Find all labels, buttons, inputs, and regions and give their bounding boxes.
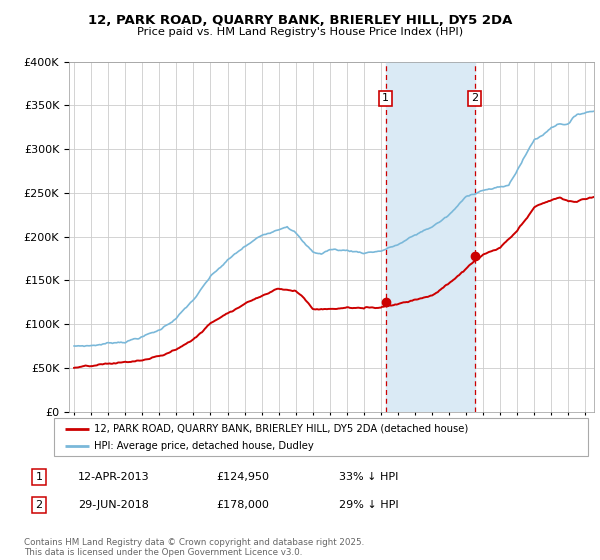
Text: Price paid vs. HM Land Registry's House Price Index (HPI): Price paid vs. HM Land Registry's House …: [137, 27, 463, 37]
Text: 2: 2: [35, 500, 43, 510]
Text: 29-JUN-2018: 29-JUN-2018: [78, 500, 149, 510]
Text: £178,000: £178,000: [216, 500, 269, 510]
Text: 33% ↓ HPI: 33% ↓ HPI: [339, 472, 398, 482]
Text: 1: 1: [35, 472, 43, 482]
Text: 2: 2: [471, 94, 478, 104]
FancyBboxPatch shape: [54, 418, 588, 456]
Text: 1: 1: [382, 94, 389, 104]
Bar: [386, 62, 475, 412]
Text: 12, PARK ROAD, QUARRY BANK, BRIERLEY HILL, DY5 2DA (detached house): 12, PARK ROAD, QUARRY BANK, BRIERLEY HIL…: [94, 424, 469, 434]
Text: 12-APR-2013: 12-APR-2013: [78, 472, 149, 482]
Text: Contains HM Land Registry data © Crown copyright and database right 2025.
This d: Contains HM Land Registry data © Crown c…: [24, 538, 364, 557]
Text: HPI: Average price, detached house, Dudley: HPI: Average price, detached house, Dudl…: [94, 441, 314, 451]
Text: £124,950: £124,950: [216, 472, 269, 482]
Text: 12, PARK ROAD, QUARRY BANK, BRIERLEY HILL, DY5 2DA: 12, PARK ROAD, QUARRY BANK, BRIERLEY HIL…: [88, 14, 512, 27]
Text: 29% ↓ HPI: 29% ↓ HPI: [339, 500, 398, 510]
